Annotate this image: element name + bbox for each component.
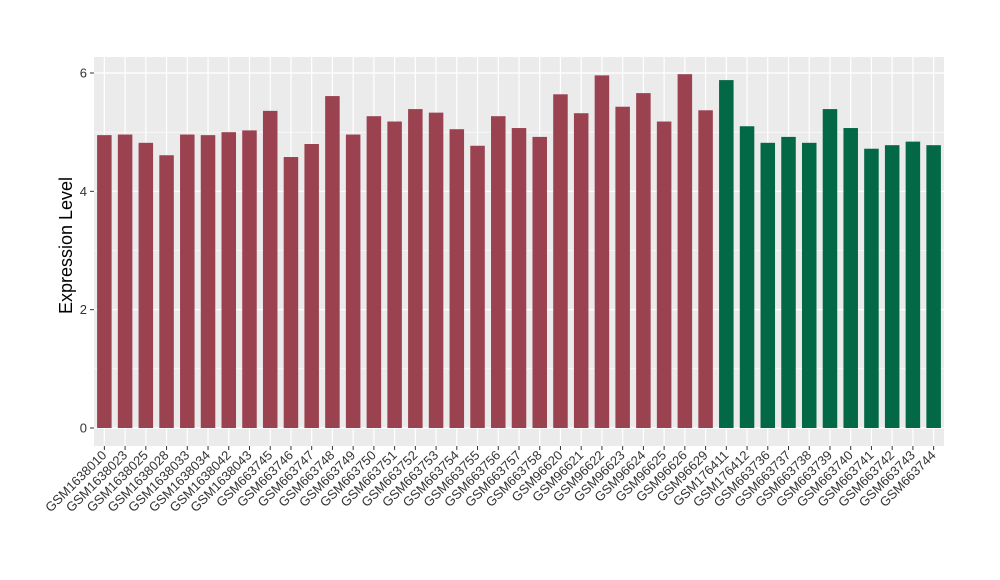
bar <box>491 116 506 429</box>
bar <box>698 110 713 429</box>
bar <box>926 145 941 428</box>
bar <box>553 94 568 429</box>
bar <box>449 129 465 429</box>
y-axis-title: Expression Level <box>56 177 76 314</box>
bar <box>283 157 299 428</box>
bar <box>781 136 796 428</box>
y-tick-label: 0 <box>80 421 87 436</box>
bar <box>97 135 112 428</box>
bar <box>325 96 340 428</box>
bar <box>677 74 693 428</box>
y-tick-label: 4 <box>80 184 87 199</box>
bar <box>760 142 776 429</box>
bar <box>594 75 610 428</box>
bar <box>138 142 154 429</box>
bar <box>801 142 817 429</box>
y-tick-label: 2 <box>80 302 87 317</box>
bar <box>843 128 858 428</box>
bar <box>532 136 547 428</box>
bar <box>262 110 278 428</box>
bar <box>719 80 734 428</box>
bar <box>573 113 589 428</box>
bar <box>864 148 879 428</box>
bar <box>470 145 485 428</box>
bar <box>304 144 319 428</box>
bar <box>884 145 900 428</box>
bar <box>408 109 423 428</box>
y-tick-label: 6 <box>80 66 87 81</box>
bar <box>366 116 382 429</box>
bar <box>159 155 174 428</box>
bar <box>615 106 630 428</box>
bar <box>739 126 755 428</box>
bar <box>180 134 195 429</box>
bar <box>822 109 838 428</box>
bars <box>97 74 941 429</box>
bar <box>656 121 672 429</box>
bar <box>345 134 361 429</box>
bar <box>242 130 257 428</box>
bar <box>200 135 216 428</box>
bar <box>511 128 527 428</box>
bar <box>905 141 921 428</box>
bar <box>428 112 444 429</box>
bar <box>221 132 237 428</box>
bar <box>636 93 651 428</box>
bar <box>117 134 133 429</box>
bar <box>387 121 402 429</box>
x-axis: GSM1638010GSM1638023GSM1638025GSM1638028… <box>42 446 939 515</box>
y-axis: 0 2 4 6 <box>80 66 94 436</box>
